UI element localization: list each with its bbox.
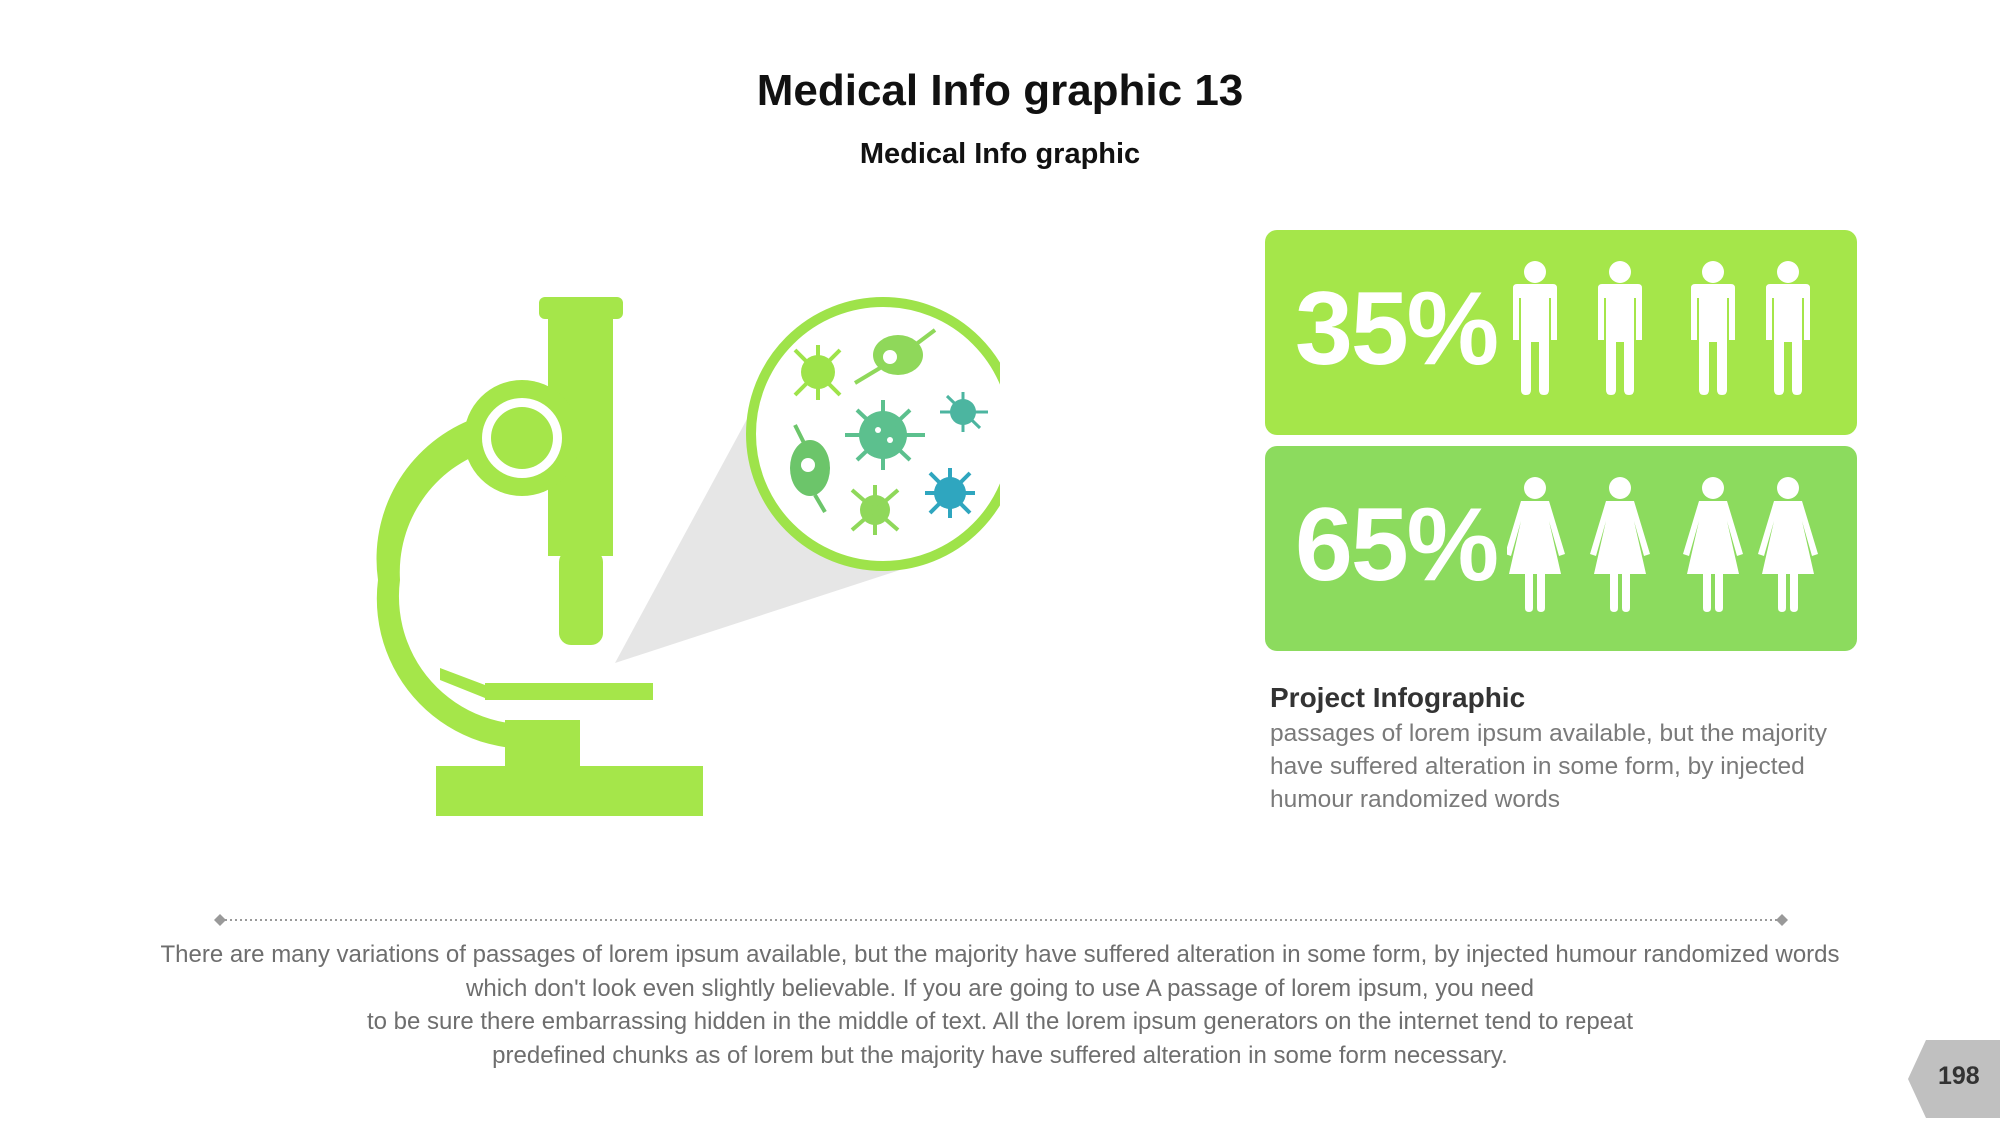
male-person-icon — [1598, 261, 1642, 395]
male-person-icon — [1691, 261, 1735, 395]
project-line: have suffered alteration in some form, b… — [1270, 753, 1805, 780]
project-line: passages of lorem ipsum available, but t… — [1270, 720, 1827, 747]
page-subtitle: Medical Info graphic — [859, 138, 1141, 170]
magnify-cone — [615, 395, 900, 663]
female-person-icon — [1758, 477, 1818, 612]
female-percent: 65% — [1295, 487, 1499, 603]
female-icons — [1507, 477, 1818, 612]
female-person-icon — [1590, 477, 1650, 612]
paragraph-line: which don't look even slightly believabl… — [466, 974, 1534, 1002]
project-description: passages of lorem ipsum available, but t… — [1270, 717, 1860, 816]
male-person-icon — [1766, 261, 1810, 395]
female-person-icon — [1507, 477, 1565, 612]
female-stat-card: 65% — [1265, 446, 1857, 651]
project-line: humour randomized words — [1270, 786, 1561, 813]
paragraph-line: predefined chunks as of lorem but the ma… — [492, 1041, 1508, 1069]
virus-icons — [790, 328, 988, 535]
female-person-icon — [1683, 477, 1743, 612]
project-title: Project Infographic — [1270, 682, 1526, 713]
male-person-icon — [1513, 261, 1557, 395]
male-stat-card: 35% — [1265, 230, 1857, 435]
paragraph-line: to be sure there embarrassing hidden in … — [366, 1008, 1634, 1035]
dotted-divider — [214, 914, 1788, 926]
microscope-icon — [376, 297, 703, 816]
male-percent: 35% — [1295, 271, 1499, 387]
page-number: 198 — [1938, 1062, 1980, 1090]
paragraph-line: There are many variations of passages of… — [160, 941, 1840, 968]
page-title: Medical Info graphic 13 — [756, 66, 1244, 115]
microscope-illustration — [376, 297, 1000, 816]
body-paragraph: There are many variations of passages of… — [100, 938, 1900, 1072]
page-number-badge: 198 — [1908, 1040, 2000, 1118]
male-icons — [1513, 261, 1810, 395]
